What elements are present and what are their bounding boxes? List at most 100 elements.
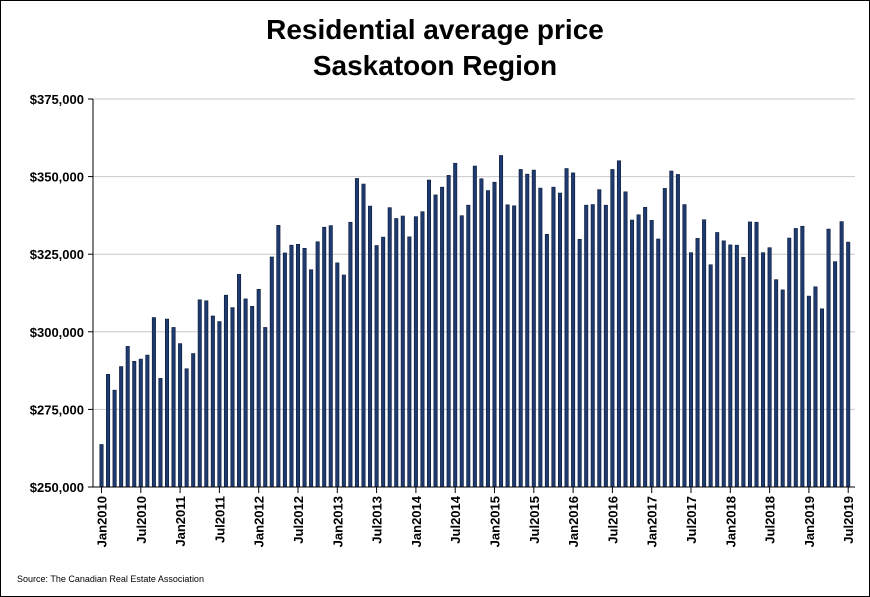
bar: [335, 262, 340, 488]
bar: [119, 366, 124, 488]
bar: [204, 300, 209, 488]
bar: [269, 256, 274, 488]
bar: [492, 181, 497, 488]
bar: [669, 170, 674, 488]
bar: [505, 204, 510, 488]
bar: [354, 178, 359, 488]
bar: [295, 243, 300, 488]
axes: [92, 99, 855, 488]
bar: [217, 321, 222, 488]
bar: [557, 192, 562, 488]
bar: [839, 221, 844, 488]
y-tick-label: $275,000: [30, 402, 84, 417]
bar: [754, 221, 759, 488]
bar: [256, 288, 261, 488]
x-tick-label: Jan2012: [252, 496, 267, 547]
bar: [237, 274, 242, 488]
chart-title-line-2: Saskatoon Region: [312, 50, 558, 81]
x-axis-ticks: Jan2010 Jul2010 Jan2011 Jul2011 Jan2012 Jul20…: [95, 487, 856, 547]
bar: [197, 299, 202, 488]
bar: [787, 237, 792, 488]
bar: [328, 225, 333, 488]
bar: [767, 247, 772, 488]
bar: [302, 248, 307, 488]
bar: [518, 169, 523, 488]
bar: [564, 168, 569, 488]
bar: [191, 353, 196, 488]
bar: [512, 205, 517, 488]
bar: [459, 215, 464, 488]
bar: [440, 186, 445, 488]
bar: [708, 264, 713, 488]
bar: [603, 204, 608, 488]
bar: [132, 360, 137, 488]
bar: [800, 225, 805, 488]
bar: [499, 155, 504, 488]
x-tick-label: Jan2013: [330, 496, 345, 547]
bar: [276, 225, 281, 488]
bar: [446, 175, 451, 488]
bar: [263, 327, 268, 488]
bar: [577, 239, 582, 488]
bar: [158, 378, 163, 488]
bar: [341, 274, 346, 488]
bar: [243, 298, 248, 488]
bar: [630, 219, 635, 488]
bar: [741, 256, 746, 488]
bar: [413, 216, 418, 488]
bar: [466, 204, 471, 488]
bar: [112, 389, 117, 488]
bar: [178, 343, 183, 488]
bar-series: [99, 155, 851, 488]
x-tick-label: Jul2017: [684, 496, 699, 544]
bar: [368, 205, 373, 488]
x-tick-label: Jul2010: [134, 496, 149, 544]
bar: [151, 317, 156, 488]
bar: [387, 207, 392, 488]
bar: [551, 186, 556, 488]
bar: [381, 236, 386, 488]
x-tick-label: Jul2019: [841, 496, 856, 544]
bar: [99, 444, 104, 488]
x-tick-label: Jul2015: [527, 496, 542, 544]
bar: [715, 232, 720, 488]
y-tick-label: $250,000: [30, 480, 84, 495]
bar: [485, 190, 490, 488]
bar: [106, 374, 111, 488]
bar: [734, 244, 739, 488]
bar: [145, 354, 150, 488]
bar: [833, 261, 838, 488]
bar: [813, 286, 818, 488]
x-tick-label: Jan2017: [645, 496, 660, 547]
bar: [702, 219, 707, 488]
bar: [538, 187, 543, 488]
bar: [643, 207, 648, 488]
x-tick-label: Jul2016: [605, 496, 620, 544]
bar: [525, 173, 530, 488]
bar: [695, 238, 700, 488]
bar: [656, 238, 661, 488]
bar: [394, 218, 399, 488]
bar: [322, 226, 327, 488]
bar: [407, 236, 412, 488]
bar: [774, 279, 779, 488]
bar: [597, 189, 602, 488]
bar: [793, 228, 798, 488]
bar: [544, 234, 549, 488]
bar: [138, 358, 143, 488]
bar: [289, 244, 294, 488]
bar: [315, 241, 320, 488]
x-tick-label: Jul2011: [212, 496, 227, 543]
bar: [747, 221, 752, 488]
y-tick-label: $325,000: [30, 247, 84, 262]
bar: [616, 160, 621, 488]
bar: [210, 315, 215, 488]
bar: [649, 220, 654, 488]
bar: [479, 178, 484, 488]
bar: [250, 306, 255, 488]
bar: [184, 368, 189, 488]
bar: [420, 211, 425, 488]
y-tick-label: $350,000: [30, 170, 84, 185]
bar: [780, 289, 785, 488]
bar: [426, 179, 431, 488]
